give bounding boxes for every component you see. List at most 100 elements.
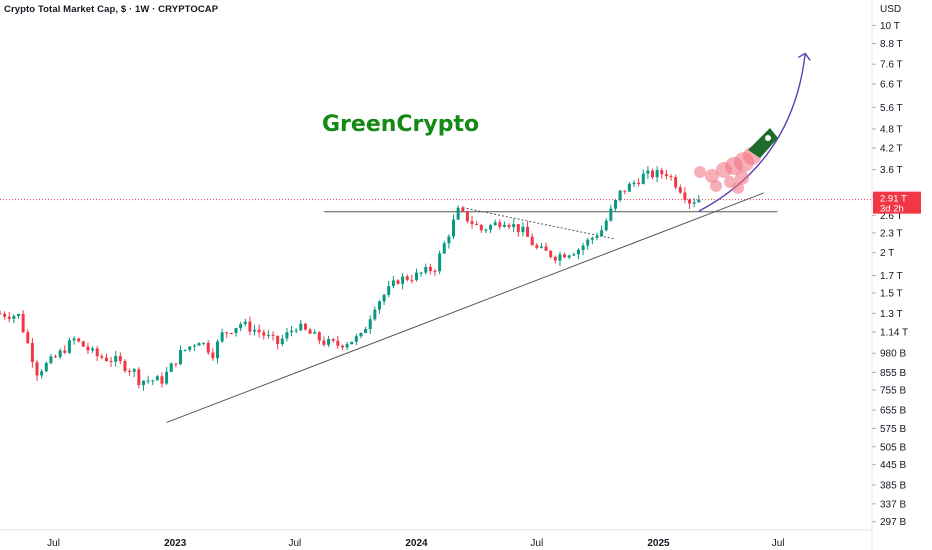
candle-body (600, 230, 604, 237)
candle-body (452, 219, 456, 237)
candle-body (651, 170, 655, 178)
candle-body (595, 236, 599, 238)
candle-body (174, 363, 178, 365)
candle-body (63, 350, 67, 353)
y-tick-label: 8.8 T (880, 39, 903, 50)
candle-body (641, 173, 645, 184)
y-tick-label: 10 T (880, 21, 900, 32)
candle-body (12, 315, 16, 319)
candle-body (526, 226, 530, 237)
candle-body (632, 182, 636, 184)
candle-body (35, 362, 39, 376)
candle-body (396, 280, 400, 284)
candle-body (521, 226, 525, 233)
y-tick-label: 1.14 T (880, 327, 908, 338)
candle-body (178, 349, 182, 365)
candle-body (262, 332, 266, 336)
candle-body (44, 362, 48, 372)
candle-body (313, 332, 317, 334)
candle-body (502, 224, 506, 227)
candle-body (165, 371, 169, 384)
candle-body (266, 334, 270, 336)
candle-body (350, 341, 354, 345)
candle-body (132, 369, 136, 372)
candle-body (340, 345, 344, 348)
candle-body (604, 220, 608, 231)
candle-body (553, 256, 557, 261)
candle-body (627, 183, 631, 192)
candle-body (461, 207, 465, 212)
candle-body (456, 207, 460, 220)
last-price-label: 2.91 T (880, 194, 907, 205)
candle-body (493, 222, 497, 226)
candle-body (609, 208, 613, 221)
candle-body (484, 229, 488, 231)
y-tick-label: 655 B (880, 406, 906, 417)
candle-body (674, 177, 678, 188)
candle-body (465, 211, 469, 222)
candle-body (72, 338, 76, 341)
candles (0, 166, 701, 391)
y-tick-label: 3.6 T (880, 165, 903, 176)
candle-body (67, 340, 71, 353)
candle-body (364, 329, 368, 334)
candle-body (49, 356, 53, 363)
candle-body (322, 340, 326, 345)
rocket-smoke (705, 169, 719, 183)
candle-body (257, 329, 261, 333)
candle-body (391, 280, 395, 287)
candle-body (7, 316, 11, 319)
candle-body (220, 332, 224, 342)
candle-body (447, 236, 451, 244)
time-axis[interactable]: Jul 2023 Jul 2024 Jul 2025 Jul (0, 529, 872, 549)
y-tick-label: 4.8 T (880, 125, 903, 136)
candle-body (58, 350, 62, 358)
x-tick-label: Jul (530, 538, 543, 549)
candle-body (303, 323, 307, 330)
rocket-smoke (735, 171, 749, 185)
candle-body (405, 276, 409, 280)
y-tick-label: 1.7 T (880, 271, 903, 282)
y-tick-label: 4.2 T (880, 143, 903, 154)
candle-body (535, 245, 539, 248)
rocket-icon (748, 128, 778, 158)
candle-body (544, 246, 548, 251)
candle-body (183, 349, 187, 351)
y-tick-label: 2.6 T (880, 211, 903, 222)
candle-body (688, 199, 692, 204)
candle-body (290, 330, 294, 333)
watermark-text: GreenCrypto (322, 112, 479, 137)
growth-arrow (698, 53, 806, 212)
candle-body (114, 356, 118, 362)
candle-body (475, 223, 479, 225)
candle-body (697, 199, 701, 203)
candle-body (327, 339, 331, 345)
candle-body (424, 266, 428, 273)
candle-body (317, 332, 321, 341)
y-tick-label: 7.6 T (880, 60, 903, 71)
candle-body (489, 225, 493, 230)
candle-body (276, 335, 280, 345)
candle-body (613, 199, 617, 209)
x-tick-label: Jul (772, 538, 785, 549)
growth-arrow-head (797, 52, 811, 61)
candle-body (151, 380, 155, 382)
candle-body (30, 342, 34, 363)
y-tick-label: 385 B (880, 481, 906, 492)
candle-body (660, 169, 664, 175)
y-tick-label: 445 B (880, 460, 906, 471)
price-axis[interactable]: USD 10 T 8.8 T 7.6 T 6.6 T 5.6 T 4.8 T 4.2 T 3.6… (871, 0, 921, 550)
candle-body (169, 363, 173, 372)
candle-body (530, 236, 534, 246)
candle-body (563, 254, 567, 258)
candle-body (248, 321, 252, 332)
rocket-window (765, 135, 771, 141)
candle-body (410, 279, 414, 281)
countdown-label: 3d 2h (880, 204, 904, 215)
candle-body (123, 360, 127, 371)
candle-body (382, 294, 386, 302)
candle-body (0, 313, 2, 315)
candle-body (118, 356, 122, 361)
candle-body (470, 221, 474, 224)
